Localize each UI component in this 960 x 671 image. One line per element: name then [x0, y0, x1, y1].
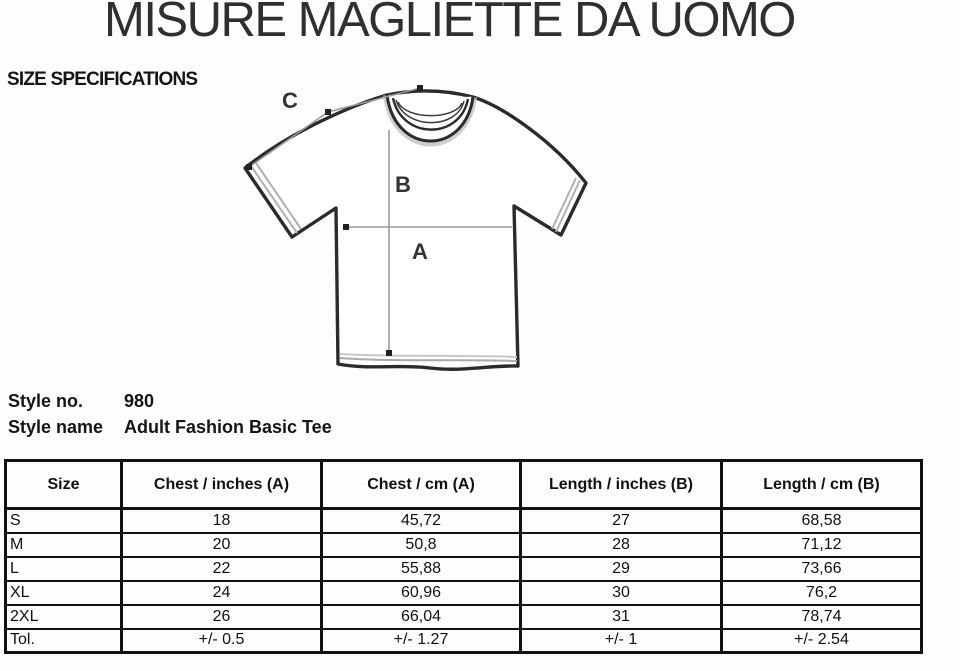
table-cell: +/- 1 [519, 627, 723, 654]
table-row-tolerance: Tol. +/- 0.5 +/- 1.27 +/- 1 +/- 2.54 [4, 627, 923, 654]
table-cell: 45,72 [320, 507, 522, 534]
table-row-s: S 18 45,72 27 68,58 [4, 507, 923, 534]
table-cell: L [4, 555, 123, 582]
table-cell: 30 [519, 579, 723, 606]
table-row-m: M 20 50,8 28 71,12 [4, 531, 923, 558]
table-cell: 50,8 [320, 531, 522, 558]
column-header-chest-inches: Chest / inches (A) [120, 459, 323, 510]
table-cell: 29 [519, 555, 723, 582]
diagram-label-c: C [282, 88, 298, 113]
table-cell: 26 [120, 603, 323, 630]
right-cuff-band [551, 177, 581, 233]
column-header-chest-cm: Chest / cm (A) [320, 459, 522, 510]
table-cell: 66,04 [320, 603, 522, 630]
table-cell: M [4, 531, 123, 558]
page-title: MISURE MAGLIETTE DA UOMO [104, 0, 796, 47]
table-row-xl: XL 24 60,96 30 76,2 [4, 579, 923, 606]
header-row: Size Chest / inches (A) Chest / cm (A) L… [4, 459, 923, 510]
style-info: Style no. 980 Style name Adult Fashion B… [8, 388, 332, 440]
table-cell: +/- 1.27 [320, 627, 522, 654]
column-header-length-inches: Length / inches (B) [519, 459, 723, 510]
table-cell: 28 [519, 531, 723, 558]
table-cell: 73,66 [720, 555, 923, 582]
style-name-row: Style name Adult Fashion Basic Tee [8, 414, 332, 440]
table-row-l: L 22 55,88 29 73,66 [4, 555, 923, 582]
tshirt-measurement-diagram: C B A [243, 85, 588, 371]
style-no-row: Style no. 980 [8, 388, 332, 414]
table-cell: 60,96 [320, 579, 522, 606]
size-table-body: S 18 45,72 27 68,58 M 20 50,8 28 71,12 L… [4, 507, 923, 654]
table-cell: 20 [120, 531, 323, 558]
table-cell: 27 [519, 507, 723, 534]
style-no-label: Style no. [8, 391, 84, 411]
column-header-size: Size [4, 459, 123, 510]
style-name-label: Style name [8, 417, 104, 437]
diagram-label-b: B [395, 172, 411, 197]
collar [383, 94, 477, 147]
table-cell: S [4, 507, 123, 534]
table-cell: XL [4, 579, 123, 606]
table-cell: Tol. [4, 627, 123, 654]
column-header-length-cm: Length / cm (B) [720, 459, 923, 510]
diagram-label-a: A [412, 239, 428, 264]
table-cell: +/- 0.5 [120, 627, 323, 654]
hem-stitch [339, 353, 518, 362]
left-cuff-band [250, 162, 302, 234]
table-cell: 18 [120, 507, 323, 534]
table-cell: 24 [120, 579, 323, 606]
table-cell: +/- 2.54 [720, 627, 923, 654]
section-label: SIZE SPECIFICATIONS [7, 69, 198, 90]
table-cell: 22 [120, 555, 323, 582]
size-table-header: Size Chest / inches (A) Chest / cm (A) L… [4, 459, 923, 510]
style-name-value: Adult Fashion Basic Tee [124, 417, 332, 437]
table-cell: 68,58 [720, 507, 923, 534]
size-table: Size Chest / inches (A) Chest / cm (A) L… [4, 459, 923, 654]
table-cell: 2XL [4, 603, 123, 630]
table-cell: 76,2 [720, 579, 923, 606]
table-cell: 55,88 [320, 555, 522, 582]
style-no-value: 980 [124, 391, 155, 411]
table-row-2xl: 2XL 26 66,04 31 78,74 [4, 603, 923, 630]
measure-markers [246, 85, 423, 356]
table-cell: 71,12 [720, 531, 923, 558]
table-cell: 78,74 [720, 603, 923, 630]
table-cell: 31 [519, 603, 723, 630]
